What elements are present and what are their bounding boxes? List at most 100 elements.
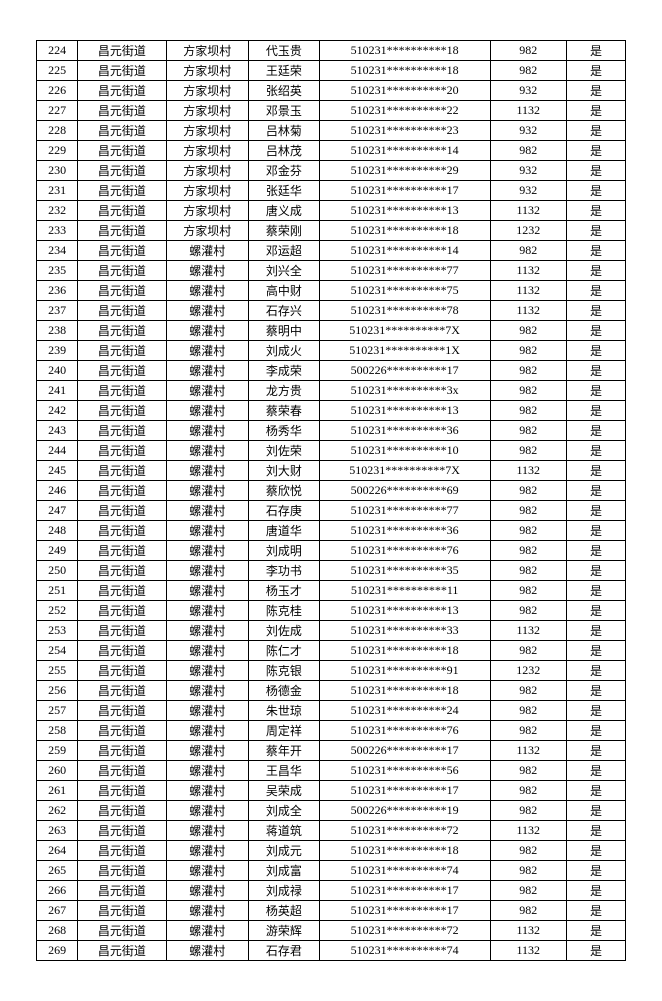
records-tbody: 224昌元街道方家坝村代玉贵510231**********18982是225昌…: [37, 41, 626, 961]
table-row: 235昌元街道螺灌村刘兴全510231**********771132是: [37, 261, 626, 281]
cell-cun: 螺灌村: [166, 341, 248, 361]
cell-idx: 246: [37, 481, 78, 501]
cell-idx: 229: [37, 141, 78, 161]
cell-cun: 方家坝村: [166, 101, 248, 121]
cell-yn: 是: [567, 941, 626, 961]
cell-name: 邓金芬: [249, 161, 320, 181]
cell-jd: 昌元街道: [78, 541, 166, 561]
cell-idx: 243: [37, 421, 78, 441]
cell-cun: 螺灌村: [166, 841, 248, 861]
cell-cun: 螺灌村: [166, 521, 248, 541]
table-row: 224昌元街道方家坝村代玉贵510231**********18982是: [37, 41, 626, 61]
cell-jd: 昌元街道: [78, 141, 166, 161]
cell-name: 刘佐荣: [249, 441, 320, 461]
cell-id: 510231**********18: [319, 641, 490, 661]
cell-jd: 昌元街道: [78, 101, 166, 121]
cell-idx: 240: [37, 361, 78, 381]
table-row: 240昌元街道螺灌村李成荣500226**********17982是: [37, 361, 626, 381]
table-row: 262昌元街道螺灌村刘成全500226**********19982是: [37, 801, 626, 821]
table-row: 226昌元街道方家坝村张绍英510231**********20932是: [37, 81, 626, 101]
cell-name: 王廷荣: [249, 61, 320, 81]
cell-amt: 1132: [490, 461, 567, 481]
cell-jd: 昌元街道: [78, 461, 166, 481]
cell-cun: 螺灌村: [166, 641, 248, 661]
cell-name: 张廷华: [249, 181, 320, 201]
cell-jd: 昌元街道: [78, 521, 166, 541]
cell-amt: 982: [490, 401, 567, 421]
table-row: 232昌元街道方家坝村唐义成510231**********131132是: [37, 201, 626, 221]
cell-name: 石存庚: [249, 501, 320, 521]
cell-id: 510231**********20: [319, 81, 490, 101]
cell-amt: 1232: [490, 221, 567, 241]
cell-amt: 932: [490, 121, 567, 141]
cell-idx: 248: [37, 521, 78, 541]
cell-idx: 254: [37, 641, 78, 661]
cell-name: 张绍英: [249, 81, 320, 101]
cell-name: 石存君: [249, 941, 320, 961]
cell-id: 510231**********7X: [319, 461, 490, 481]
cell-jd: 昌元街道: [78, 61, 166, 81]
cell-jd: 昌元街道: [78, 341, 166, 361]
cell-amt: 982: [490, 501, 567, 521]
cell-idx: 250: [37, 561, 78, 581]
table-row: 249昌元街道螺灌村刘成明510231**********76982是: [37, 541, 626, 561]
cell-jd: 昌元街道: [78, 281, 166, 301]
cell-idx: 245: [37, 461, 78, 481]
cell-amt: 1132: [490, 301, 567, 321]
table-row: 250昌元街道螺灌村李功书510231**********35982是: [37, 561, 626, 581]
cell-amt: 982: [490, 361, 567, 381]
table-row: 241昌元街道螺灌村龙方贵510231**********3x982是: [37, 381, 626, 401]
cell-jd: 昌元街道: [78, 841, 166, 861]
cell-amt: 982: [490, 61, 567, 81]
cell-name: 刘成禄: [249, 881, 320, 901]
cell-yn: 是: [567, 581, 626, 601]
cell-cun: 螺灌村: [166, 381, 248, 401]
cell-id: 500226**********19: [319, 801, 490, 821]
cell-cun: 方家坝村: [166, 141, 248, 161]
cell-amt: 982: [490, 781, 567, 801]
cell-amt: 1132: [490, 281, 567, 301]
cell-yn: 是: [567, 181, 626, 201]
cell-idx: 259: [37, 741, 78, 761]
cell-jd: 昌元街道: [78, 501, 166, 521]
cell-yn: 是: [567, 481, 626, 501]
cell-name: 刘成明: [249, 541, 320, 561]
cell-jd: 昌元街道: [78, 581, 166, 601]
cell-yn: 是: [567, 401, 626, 421]
cell-cun: 螺灌村: [166, 261, 248, 281]
cell-amt: 982: [490, 441, 567, 461]
cell-jd: 昌元街道: [78, 301, 166, 321]
cell-yn: 是: [567, 241, 626, 261]
cell-yn: 是: [567, 201, 626, 221]
cell-yn: 是: [567, 61, 626, 81]
cell-name: 蔡明中: [249, 321, 320, 341]
cell-id: 510231**********1X: [319, 341, 490, 361]
table-row: 264昌元街道螺灌村刘成元510231**********18982是: [37, 841, 626, 861]
cell-amt: 982: [490, 581, 567, 601]
cell-jd: 昌元街道: [78, 861, 166, 881]
cell-cun: 螺灌村: [166, 701, 248, 721]
table-row: 234昌元街道螺灌村邓运超510231**********14982是: [37, 241, 626, 261]
cell-yn: 是: [567, 341, 626, 361]
cell-jd: 昌元街道: [78, 801, 166, 821]
cell-jd: 昌元街道: [78, 221, 166, 241]
cell-idx: 261: [37, 781, 78, 801]
table-row: 231昌元街道方家坝村张廷华510231**********17932是: [37, 181, 626, 201]
cell-idx: 263: [37, 821, 78, 841]
cell-id: 510231**********13: [319, 401, 490, 421]
cell-cun: 螺灌村: [166, 241, 248, 261]
cell-yn: 是: [567, 761, 626, 781]
cell-cun: 螺灌村: [166, 721, 248, 741]
table-row: 251昌元街道螺灌村杨玉才510231**********11982是: [37, 581, 626, 601]
cell-yn: 是: [567, 901, 626, 921]
cell-id: 510231**********33: [319, 621, 490, 641]
cell-name: 吴荣成: [249, 781, 320, 801]
cell-yn: 是: [567, 461, 626, 481]
cell-name: 蔡荣春: [249, 401, 320, 421]
cell-yn: 是: [567, 781, 626, 801]
cell-idx: 244: [37, 441, 78, 461]
cell-amt: 982: [490, 321, 567, 341]
cell-idx: 255: [37, 661, 78, 681]
cell-cun: 方家坝村: [166, 221, 248, 241]
table-row: 228昌元街道方家坝村吕林菊510231**********23932是: [37, 121, 626, 141]
